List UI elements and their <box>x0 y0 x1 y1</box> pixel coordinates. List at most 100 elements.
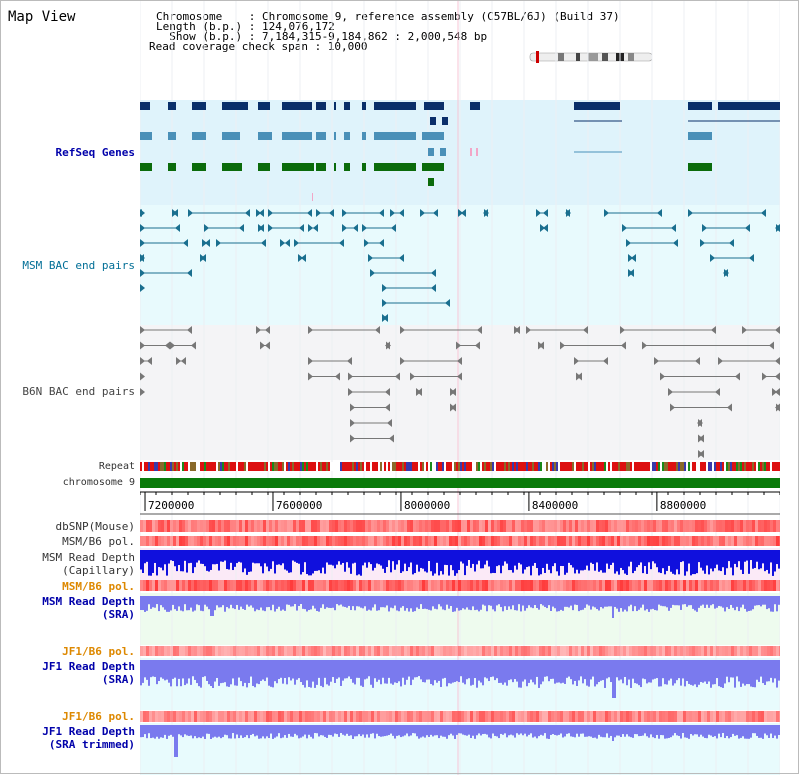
repeat-block <box>156 462 158 471</box>
snp-density-cell <box>221 520 224 532</box>
bac-end-marker <box>477 326 482 334</box>
read-depth-bar <box>572 660 574 685</box>
read-depth-bar <box>550 660 552 679</box>
read-depth-bar <box>176 550 178 572</box>
read-depth-bar <box>408 660 410 677</box>
snp-density-cell <box>485 646 488 656</box>
repeat-block <box>470 462 472 471</box>
read-depth-bar <box>208 596 210 610</box>
read-depth-bar <box>692 725 694 736</box>
axis-tick-label: 7600000 <box>276 499 322 512</box>
read-depth-bar <box>338 660 340 678</box>
read-depth-bar <box>164 596 166 610</box>
read-depth-bar <box>546 660 548 677</box>
read-depth-bar <box>682 660 684 679</box>
read-depth-bar <box>530 596 532 608</box>
repeat-block <box>592 462 594 471</box>
read-depth-bar <box>428 725 430 737</box>
gene-exon <box>422 163 444 171</box>
snp-density-cell <box>338 580 341 591</box>
snp-density-cell <box>491 520 494 532</box>
snp-density-cell <box>374 711 377 722</box>
repeat-block <box>732 462 734 471</box>
read-depth-bar <box>214 660 216 682</box>
snp-density-cell <box>602 711 605 722</box>
genome-track-panel[interactable]: 7200000 7600000 8000000 8400000 8800000 <box>140 0 780 775</box>
read-depth-bar <box>412 596 414 612</box>
read-depth-bar <box>260 550 262 567</box>
read-depth-bar <box>604 596 606 607</box>
read-depth-bar <box>442 596 444 610</box>
read-depth-bar <box>260 660 262 681</box>
read-depth-bar <box>704 596 706 608</box>
read-depth-bar <box>618 596 620 612</box>
snp-density-cell <box>365 646 368 656</box>
read-depth-bar <box>184 596 186 605</box>
snp-density-cell <box>767 711 770 722</box>
read-depth-bar <box>156 596 158 605</box>
snp-density-cell <box>179 580 182 591</box>
snp-density-cell <box>350 520 353 532</box>
snp-density-cell <box>629 536 632 546</box>
read-depth-bar <box>526 660 528 687</box>
read-depth-bar <box>200 725 202 739</box>
read-depth-bar <box>664 725 666 739</box>
snp-density-cell <box>536 536 539 546</box>
read-depth-bar <box>294 725 296 734</box>
snp-density-cell <box>404 711 407 722</box>
snp-density-cell <box>485 536 488 546</box>
snp-density-cell <box>695 536 698 546</box>
snp-density-cell <box>233 520 236 532</box>
read-depth-bar <box>500 596 502 608</box>
snp-density-cell <box>437 711 440 722</box>
read-depth-bar <box>396 596 398 611</box>
snp-density-cell <box>311 646 314 656</box>
read-depth-bar <box>220 596 222 608</box>
snp-density-cell <box>545 536 548 546</box>
read-depth-bar <box>680 550 682 563</box>
snp-density-cell <box>410 646 413 656</box>
snp-density-cell <box>182 580 185 591</box>
snp-density-cell <box>215 536 218 546</box>
snp-density-cell <box>557 646 560 656</box>
snp-density-cell <box>257 646 260 656</box>
snp-density-cell <box>749 711 752 722</box>
read-depth-bar <box>202 725 204 737</box>
read-depth-bar <box>346 725 348 734</box>
read-depth-bar <box>454 725 456 739</box>
read-depth-bar <box>336 660 338 679</box>
snp-density-cell <box>527 580 530 591</box>
snp-density-cell <box>374 580 377 591</box>
read-depth-bar <box>434 550 436 574</box>
repeat-block <box>560 462 562 471</box>
snp-density-cell <box>680 536 683 546</box>
snp-density-cell <box>290 711 293 722</box>
chromosome-ideogram[interactable] <box>528 50 658 64</box>
read-depth-bar <box>154 660 156 677</box>
repeat-block <box>244 462 246 471</box>
snp-density-cell <box>716 580 719 591</box>
repeat-block <box>776 462 778 471</box>
snp-density-cell <box>206 536 209 546</box>
read-depth-bar <box>674 550 676 575</box>
snp-density-cell <box>392 520 395 532</box>
read-depth-bar <box>738 725 740 739</box>
read-depth-bar <box>564 660 566 684</box>
read-depth-bar <box>664 550 666 575</box>
read-depth-bar <box>324 596 326 609</box>
repeat-block <box>194 462 196 471</box>
bac-end-marker <box>382 299 387 307</box>
snp-density-cell <box>164 646 167 656</box>
repeat-block <box>512 462 514 471</box>
snp-density-cell <box>605 580 608 591</box>
repeat-block <box>404 462 406 471</box>
snp-density-cell <box>656 520 659 532</box>
read-depth-bar <box>764 725 766 734</box>
read-depth-bar <box>414 550 416 574</box>
snp-density-cell <box>482 536 485 546</box>
snp-density-cell <box>242 646 245 656</box>
snp-density-cell <box>227 580 230 591</box>
snp-density-cell <box>659 580 662 591</box>
gene-exon <box>362 163 366 171</box>
read-depth-bar <box>178 550 180 566</box>
